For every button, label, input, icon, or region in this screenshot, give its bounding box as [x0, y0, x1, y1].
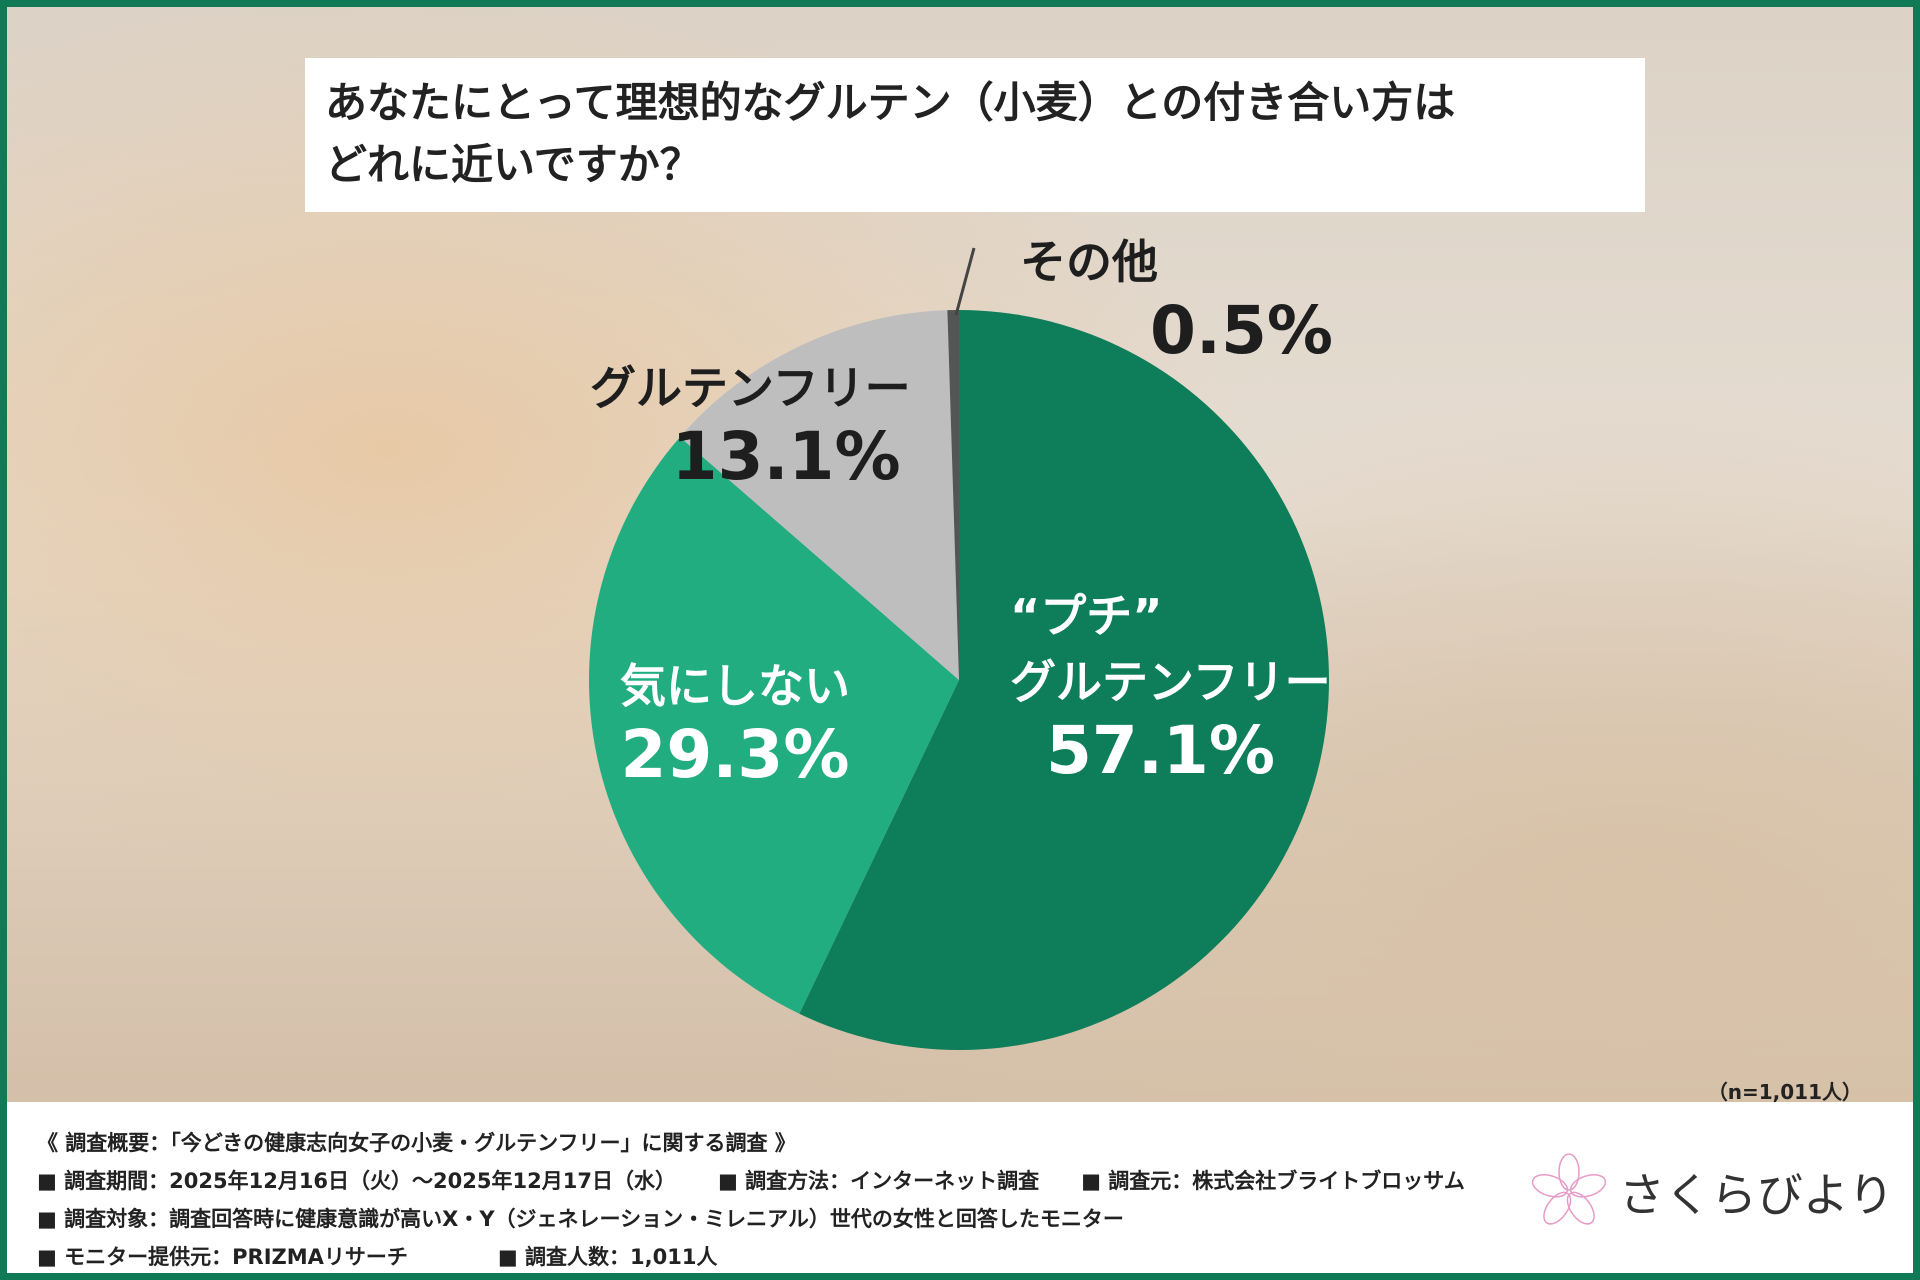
- slice-value: 13.1%: [671, 418, 901, 495]
- sakura-flower-icon: [1531, 1153, 1607, 1225]
- summary-heading: 《 調査概要：「今どきの健康志向女子の小麦・グルテンフリー」に関する調査 》: [37, 1131, 796, 1155]
- label-other: その他 0.5%: [1020, 226, 1333, 369]
- slice-value: 29.3%: [620, 716, 850, 793]
- pie-slice-2: [679, 310, 959, 680]
- label-petit-gluten-free: “プチ” グルテンフリー 57.1%: [1010, 580, 1331, 789]
- title-line: あなたにとって理想的なグルテン（小麦）との付き合い方は: [325, 78, 1456, 127]
- summary-row: ■ モニター提供元：PRIZMAリサーチ ■ 調査人数：1,011人: [37, 1238, 1883, 1276]
- leader-line-other: [954, 247, 976, 316]
- pie-slice-0: [799, 310, 1329, 1050]
- survey-source: ■ 調査元：株式会社ブライトブロッサム: [1081, 1169, 1465, 1193]
- slice-value: 57.1%: [1046, 712, 1275, 789]
- monitor-provider: ■ モニター提供元：PRIZMAリサーチ: [37, 1245, 408, 1269]
- slice-label: グルテンフリー: [1010, 655, 1331, 709]
- survey-summary: 《 調査概要：「今どきの健康志向女子の小麦・グルテンフリー」に関する調査 》 ■…: [7, 1102, 1913, 1273]
- logo: さくらびより: [1529, 1152, 1894, 1232]
- survey-method: ■ 調査方法：インターネット調査: [717, 1169, 1040, 1193]
- survey-period: ■ 調査期間：2025年12月16日（火）～2025年12月17日（水）: [37, 1169, 676, 1193]
- label-gluten-free: グルテンフリー 13.1%: [590, 352, 911, 495]
- survey-count: ■ 調査人数：1,011人: [497, 1245, 718, 1269]
- label-dont-care: 気にしない 29.3%: [620, 650, 850, 793]
- summary-row: ■ 調査対象：調査回答時に健康意識が高いX・Y（ジェネレーション・ミレニアル）世…: [37, 1200, 1883, 1238]
- slice-label: その他: [1020, 235, 1158, 289]
- slice-label: グルテンフリー: [590, 361, 911, 415]
- question-title: あなたにとって理想的なグルテン（小麦）との付き合い方は どれに近いですか？: [305, 58, 1645, 212]
- summary-row: ■ 調査期間：2025年12月16日（火）～2025年12月17日（水） ■ 調査…: [37, 1162, 1883, 1200]
- slice-label: “プチ”: [1010, 589, 1163, 643]
- pie-slice-1: [589, 437, 959, 1014]
- sample-size: （n=1,011人）: [1707, 1080, 1862, 1104]
- logo-text: さくらびより: [1618, 1168, 1894, 1222]
- title-line: どれに近いですか？: [325, 140, 702, 189]
- slice-label: 気にしない: [620, 659, 850, 713]
- pie-slice-3: [947, 310, 959, 680]
- slice-value: 0.5%: [1150, 292, 1334, 369]
- survey-target: ■ 調査対象：調査回答時に健康意識が高いX・Y（ジェネレーション・ミレニアル）世…: [37, 1207, 1124, 1231]
